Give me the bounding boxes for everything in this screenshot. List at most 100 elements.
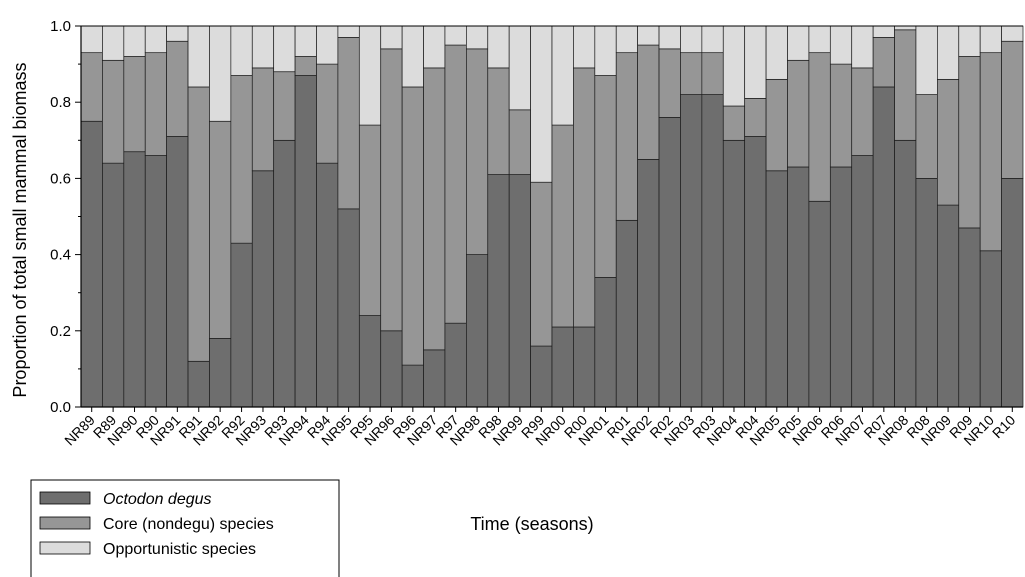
- bar-segment-R98-series-1: [487, 67, 510, 175]
- bar-segment-NR06-series-0: [808, 200, 831, 408]
- bar-segment-R91-series-1: [187, 86, 210, 362]
- y-tick-label-0.6: 0.6: [50, 170, 71, 187]
- bar-segment-NR89-series-0: [80, 120, 103, 408]
- bar-segment-R07-series-0: [872, 86, 895, 408]
- bar-segment-NR00-series-1: [551, 124, 574, 328]
- bar-segment-R94-series-0: [316, 162, 339, 408]
- bar-segment-R96-series-2: [401, 25, 424, 88]
- bar-segment-NR96-series-1: [380, 48, 403, 332]
- bar-segment-R92-series-2: [230, 25, 253, 76]
- bar-segment-R04-series-0: [744, 136, 767, 408]
- bar-segment-R08-series-2: [915, 25, 938, 95]
- y-tick-label-0.8: 0.8: [50, 94, 71, 111]
- bar-segment-NR95-series-2: [337, 25, 360, 38]
- bar-segment-R09-series-1: [958, 56, 981, 229]
- bar-segment-NR93-series-0: [251, 170, 275, 408]
- bar-segment-R95-series-0: [358, 315, 382, 408]
- bar-segment-R01-series-2: [615, 25, 638, 54]
- bar-segment-R07-series-2: [872, 25, 895, 38]
- bar-segment-R08-series-1: [915, 94, 938, 179]
- bar-segment-R02-series-1: [658, 48, 681, 118]
- bar-segment-R01-series-0: [615, 219, 638, 408]
- bar-segment-NR04-series-2: [722, 25, 746, 107]
- bar-segment-R03-series-1: [701, 52, 724, 95]
- bar-segment-NR98-series-2: [466, 25, 489, 50]
- bar-segment-R06-series-0: [829, 166, 853, 408]
- bar-segment-R97-series-2: [444, 25, 467, 46]
- bar-segment-NR08-series-1: [894, 29, 917, 141]
- bar-segment-R02-series-0: [658, 117, 681, 408]
- bar-segment-NR07-series-2: [851, 25, 874, 69]
- bar-segment-R00-series-2: [573, 25, 596, 69]
- bar-segment-R92-series-1: [230, 75, 253, 244]
- bar-segment-R95-series-2: [358, 25, 382, 126]
- bar-segment-R94-series-1: [316, 63, 339, 164]
- bar-segment-R89-series-0: [102, 162, 125, 408]
- bar-segment-R10-series-0: [1001, 178, 1024, 408]
- bar-segment-NR03-series-2: [680, 25, 703, 54]
- bar-segment-R01-series-1: [615, 52, 638, 221]
- bar-segment-R07-series-1: [872, 37, 895, 88]
- bar-segment-R95-series-1: [358, 124, 382, 316]
- bar-segment-NR10-series-1: [979, 52, 1002, 252]
- bar-segment-NR90-series-2: [123, 25, 146, 57]
- bar-segment-R08-series-0: [915, 178, 938, 408]
- bar-segment-R99-series-0: [530, 345, 553, 408]
- bar-segment-R99-series-1: [530, 181, 553, 347]
- bar-segment-R09-series-0: [958, 227, 981, 408]
- bar-segment-R89-series-1: [102, 59, 125, 164]
- legend-swatch-2: [39, 541, 91, 555]
- bar-segment-NR91-series-1: [166, 40, 189, 137]
- bar-segment-NR09-series-0: [937, 204, 960, 408]
- bars-layer: [80, 25, 1024, 408]
- legend-label-1: Core (nondegu) species: [103, 516, 274, 533]
- bar-segment-NR02-series-0: [637, 159, 660, 408]
- bar-segment-NR03-series-0: [680, 94, 703, 408]
- bar-segment-R91-series-0: [187, 360, 210, 408]
- bar-segment-NR06-series-1: [808, 52, 831, 202]
- y-tick-label-1.0: 1.0: [50, 18, 71, 35]
- bar-segment-R98-series-0: [487, 174, 510, 408]
- bar-segment-NR93-series-2: [251, 25, 275, 69]
- bar-segment-NR08-series-2: [894, 25, 917, 31]
- bar-segment-R94-series-2: [316, 25, 339, 65]
- bar-segment-NR01-series-2: [594, 25, 617, 76]
- bar-segment-NR07-series-1: [851, 67, 874, 156]
- legend-swatch-0: [39, 491, 91, 505]
- y-tick-label-0.4: 0.4: [50, 247, 71, 264]
- bar-segment-NR98-series-0: [466, 254, 489, 408]
- bar-segment-NR02-series-1: [637, 44, 660, 160]
- bar-segment-NR05-series-1: [765, 78, 788, 172]
- bar-segment-NR92-series-2: [209, 25, 232, 122]
- bar-segment-NR94-series-2: [294, 25, 317, 57]
- bar-segment-NR01-series-1: [594, 75, 617, 278]
- bar-segment-R90-series-0: [144, 155, 167, 408]
- bar-segment-NR99-series-0: [508, 174, 531, 408]
- bar-segment-R92-series-0: [230, 242, 253, 408]
- bar-segment-NR89-series-1: [80, 52, 103, 122]
- bar-segment-R91-series-2: [187, 25, 210, 88]
- bar-segment-NR92-series-0: [209, 338, 232, 408]
- bar-segment-NR03-series-1: [680, 52, 703, 95]
- bar-segment-R06-series-1: [829, 63, 853, 168]
- bar-segment-R93-series-2: [273, 25, 296, 73]
- bar-segment-R97-series-0: [444, 322, 467, 408]
- bar-segment-NR09-series-2: [937, 25, 960, 80]
- bar-segment-NR97-series-0: [423, 349, 446, 408]
- bar-segment-NR90-series-0: [123, 151, 146, 408]
- bar-segment-R09-series-2: [958, 25, 981, 57]
- legend-label-0: Octodon degus: [103, 491, 212, 508]
- bar-segment-NR97-series-1: [423, 67, 446, 351]
- bar-segment-NR07-series-0: [851, 155, 874, 408]
- bar-segment-NR92-series-1: [209, 120, 232, 339]
- bar-segment-R00-series-1: [573, 67, 596, 328]
- bar-segment-NR10-series-2: [979, 25, 1002, 54]
- bar-segment-R05-series-0: [787, 166, 810, 408]
- bar-segment-NR04-series-1: [722, 105, 746, 141]
- bar-segment-NR10-series-0: [979, 250, 1002, 408]
- bar-segment-NR95-series-1: [337, 37, 360, 210]
- bar-segment-R03-series-2: [701, 25, 724, 54]
- bar-segment-NR94-series-0: [294, 75, 317, 408]
- bar-segment-NR05-series-2: [765, 25, 788, 80]
- bar-segment-R90-series-1: [144, 52, 167, 156]
